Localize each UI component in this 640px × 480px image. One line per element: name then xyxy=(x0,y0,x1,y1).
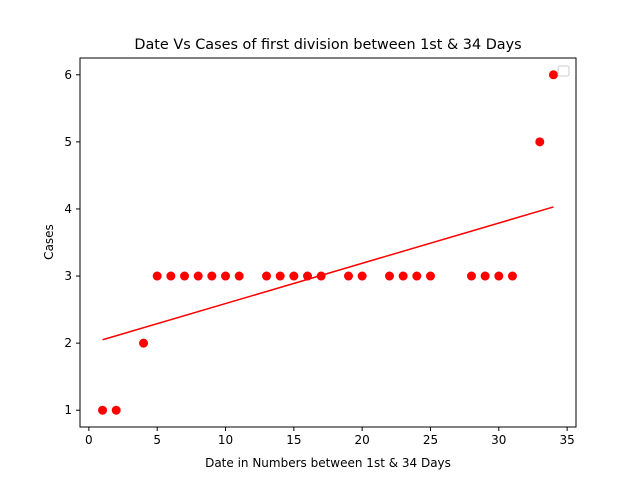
x-tick-label: 25 xyxy=(423,433,438,447)
data-point xyxy=(548,70,558,80)
data-point xyxy=(152,271,162,281)
data-point xyxy=(398,271,408,281)
x-tick-label: 10 xyxy=(218,433,233,447)
data-point xyxy=(111,405,121,415)
x-tick-label: 0 xyxy=(85,433,93,447)
x-tick-label: 15 xyxy=(286,433,301,447)
data-point xyxy=(166,271,176,281)
x-tick-label: 30 xyxy=(491,433,506,447)
y-tick-label: 1 xyxy=(64,403,72,417)
data-point xyxy=(193,271,203,281)
data-point xyxy=(384,271,394,281)
x-tick-label: 35 xyxy=(559,433,574,447)
data-point xyxy=(303,271,313,281)
data-point xyxy=(494,271,504,281)
chart-title: Date Vs Cases of first division between … xyxy=(134,37,521,53)
y-tick-label: 6 xyxy=(64,68,72,82)
y-axis-label: Cases xyxy=(42,224,56,260)
data-point xyxy=(262,271,272,281)
data-point xyxy=(412,271,422,281)
y-tick-label: 2 xyxy=(64,336,72,350)
data-point xyxy=(98,405,108,415)
data-point xyxy=(275,271,285,281)
plot-frame xyxy=(79,57,577,428)
legend-box xyxy=(557,65,570,77)
plot-area: 0 5 10 15 20 25 30 35 1 2 3 4 5 6 xyxy=(64,57,577,447)
data-point xyxy=(357,271,367,281)
data-point xyxy=(425,271,435,281)
data-point xyxy=(480,271,490,281)
y-tick-label: 4 xyxy=(64,202,72,216)
x-tick-label: 20 xyxy=(355,433,370,447)
data-point xyxy=(289,271,299,281)
data-point xyxy=(316,271,326,281)
trend-line xyxy=(102,206,554,341)
y-tick-label: 5 xyxy=(64,135,72,149)
data-point xyxy=(535,137,545,147)
data-point xyxy=(139,338,149,348)
y-tick-label: 3 xyxy=(64,269,72,283)
data-point xyxy=(343,271,353,281)
data-point xyxy=(234,271,244,281)
x-tick-label: 5 xyxy=(153,433,161,447)
data-point xyxy=(466,271,476,281)
data-point xyxy=(221,271,231,281)
x-axis-label: Date in Numbers between 1st & 34 Days xyxy=(205,456,451,470)
data-point xyxy=(507,271,517,281)
data-point xyxy=(207,271,217,281)
data-point xyxy=(180,271,190,281)
